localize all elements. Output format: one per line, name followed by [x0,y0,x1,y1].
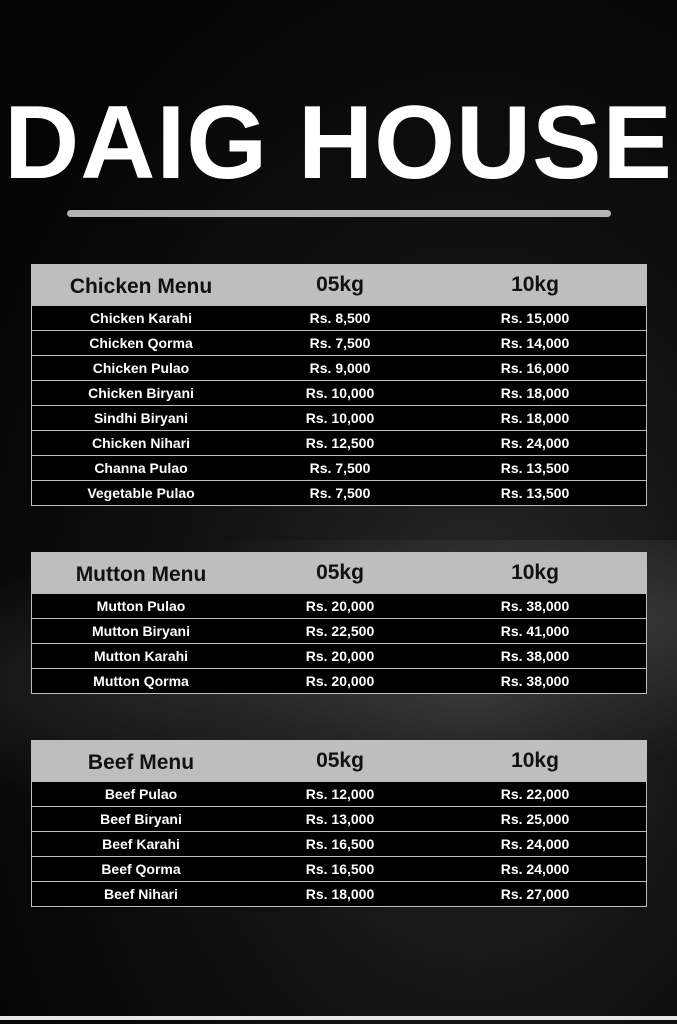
dish-name: Sindhi Biryani [93,410,189,426]
price-10kg: Rs. 41,000 [500,623,570,639]
price-10kg: Rs. 18,000 [500,410,570,426]
column-header-10kg: 10kg [511,749,559,772]
price-5kg: Rs. 12,500 [305,435,375,451]
menu-row: Chicken Qorma Rs. 7,500 Rs. 14,000 [32,330,646,355]
price-5kg: Rs. 10,000 [305,385,375,401]
menu-table-chicken: Chicken Menu 05kg 10kg Chicken Karahi Rs… [31,264,647,506]
menu-row: Beef Nihari Rs. 18,000 Rs. 27,000 [32,881,646,906]
dish-name: Mutton Qorma [93,673,189,689]
price-10kg: Rs. 22,000 [500,786,570,802]
price-10kg: Rs. 27,000 [500,886,570,902]
price-5kg: Rs. 16,500 [305,861,375,877]
dish-name: Mutton Biryani [92,623,190,639]
column-header-5kg: 05kg [316,749,364,772]
menu-row: Beef Qorma Rs. 16,500 Rs. 24,000 [32,856,646,881]
dish-name: Beef Qorma [101,861,181,877]
title-underline [67,210,611,217]
dish-name: Chicken Karahi [90,310,192,326]
price-5kg: Rs. 7,500 [309,485,371,501]
dish-name: Chicken Nihari [91,435,191,451]
price-5kg: Rs. 7,500 [309,460,371,476]
menu-row: Chicken Pulao Rs. 9,000 Rs. 16,000 [32,355,646,380]
menu-header: Mutton Menu 05kg 10kg [32,553,646,593]
menu-row: Mutton Karahi Rs. 20,000 Rs. 38,000 [32,643,646,668]
price-10kg: Rs. 24,000 [500,435,570,451]
bottom-divider [0,1016,677,1020]
menu-title: Mutton Menu [75,563,207,586]
menu-row: Mutton Qorma Rs. 20,000 Rs. 38,000 [32,668,646,693]
column-header-10kg: 10kg [511,273,559,296]
price-5kg: Rs. 8,500 [309,310,371,326]
price-5kg: Rs. 18,000 [305,886,375,902]
dish-name: Mutton Karahi [93,648,189,664]
dish-name: Vegetable Pulao [87,485,195,501]
menu-row: Chicken Karahi Rs. 8,500 Rs. 15,000 [32,305,646,330]
menu-row: Sindhi Biryani Rs. 10,000 Rs. 18,000 [32,405,646,430]
menu-header: Beef Menu 05kg 10kg [32,741,646,781]
price-10kg: Rs. 15,000 [500,310,570,326]
menu-table-mutton: Mutton Menu 05kg 10kg Mutton Pulao Rs. 2… [31,552,647,694]
dish-name: Channa Pulao [94,460,188,476]
column-header-5kg: 05kg [316,561,364,584]
price-10kg: Rs. 24,000 [500,836,570,852]
price-5kg: Rs. 16,500 [305,836,375,852]
price-10kg: Rs. 24,000 [500,861,570,877]
menu-row: Beef Biryani Rs. 13,000 Rs. 25,000 [32,806,646,831]
price-10kg: Rs. 13,500 [500,485,570,501]
menu-row: Mutton Biryani Rs. 22,500 Rs. 41,000 [32,618,646,643]
price-5kg: Rs. 20,000 [305,648,375,664]
menu-title: Chicken Menu [69,275,213,298]
menu-row: Channa Pulao Rs. 7,500 Rs. 13,500 [32,455,646,480]
price-5kg: Rs. 22,500 [305,623,375,639]
dish-name: Beef Karahi [102,836,180,852]
price-10kg: Rs. 25,000 [500,811,570,827]
dish-name: Chicken Biryani [88,385,194,401]
menu-title: Beef Menu [87,751,195,774]
page-title: DAIG HOUSE [4,85,673,201]
price-5kg: Rs. 9,000 [309,360,371,376]
dish-name: Beef Pulao [104,786,178,802]
menu-row: Chicken Nihari Rs. 12,500 Rs. 24,000 [32,430,646,455]
menu-row: Chicken Biryani Rs. 10,000 Rs. 18,000 [32,380,646,405]
price-10kg: Rs. 38,000 [500,598,570,614]
price-10kg: Rs. 38,000 [500,673,570,689]
price-10kg: Rs. 13,500 [500,460,570,476]
dish-name: Mutton Pulao [96,598,186,614]
menu-row: Beef Pulao Rs. 12,000 Rs. 22,000 [32,781,646,806]
dish-name: Chicken Pulao [92,360,190,376]
price-5kg: Rs. 10,000 [305,410,375,426]
menu-row: Beef Karahi Rs. 16,500 Rs. 24,000 [32,831,646,856]
price-5kg: Rs. 12,000 [305,786,375,802]
column-header-5kg: 05kg [316,273,364,296]
price-5kg: Rs. 7,500 [309,335,371,351]
price-5kg: Rs. 20,000 [305,673,375,689]
price-10kg: Rs. 14,000 [500,335,570,351]
column-header-10kg: 10kg [511,561,559,584]
menu-row: Vegetable Pulao Rs. 7,500 Rs. 13,500 [32,480,646,505]
menu-header: Chicken Menu 05kg 10kg [32,265,646,305]
price-5kg: Rs. 13,000 [305,811,375,827]
price-10kg: Rs. 16,000 [500,360,570,376]
price-5kg: Rs. 20,000 [305,598,375,614]
dish-name: Beef Nihari [104,886,178,902]
menu-table-beef: Beef Menu 05kg 10kg Beef Pulao Rs. 12,00… [31,740,647,907]
menu-row: Mutton Pulao Rs. 20,000 Rs. 38,000 [32,593,646,618]
dish-name: Chicken Qorma [89,335,193,351]
dish-name: Beef Biryani [100,811,182,827]
price-10kg: Rs. 38,000 [500,648,570,664]
price-10kg: Rs. 18,000 [500,385,570,401]
